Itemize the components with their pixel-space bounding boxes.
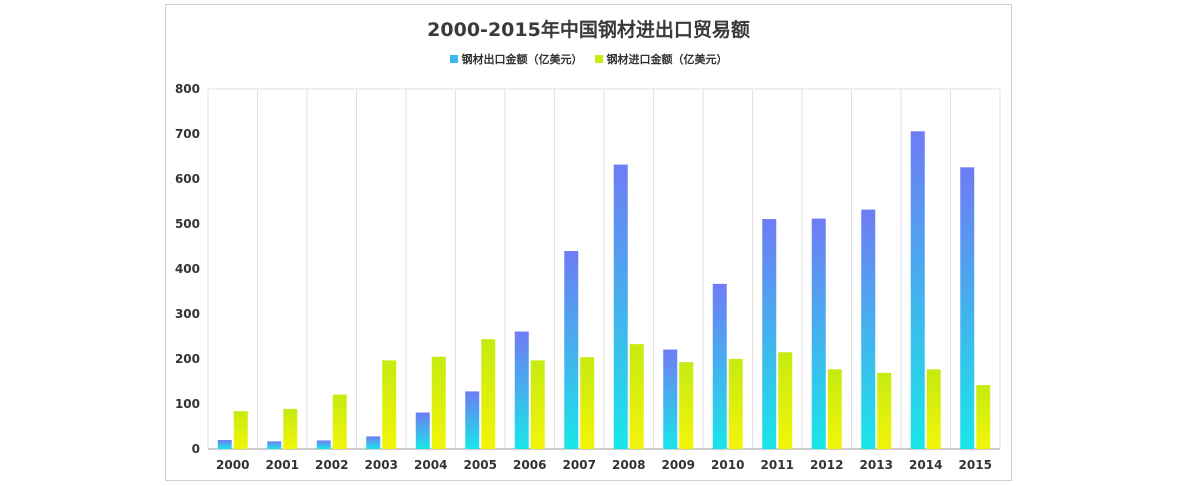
y-tick-label: 300 — [175, 307, 200, 321]
y-tick-label: 800 — [175, 82, 200, 96]
bar-import-2000 — [233, 411, 248, 449]
x-tick-label: 2001 — [266, 458, 299, 472]
bar-import-2013 — [877, 372, 892, 449]
legend-item-export: 钢材出口金额（亿美元） — [449, 51, 583, 67]
bar-export-2014 — [910, 131, 925, 450]
x-tick-label: 2004 — [414, 458, 447, 472]
x-tick-label: 2012 — [810, 458, 843, 472]
y-tick-label: 400 — [175, 262, 200, 276]
bar-import-2002 — [332, 394, 347, 449]
x-tick-label: 2014 — [909, 458, 942, 472]
x-tick-label: 2002 — [315, 458, 348, 472]
bar-import-2004 — [431, 356, 446, 449]
chart-title: 2000-2015年中国钢材进出口贸易额 — [427, 19, 750, 41]
legend: 钢材出口金额（亿美元） 钢材进口金额（亿美元） — [166, 51, 1011, 67]
bar-import-2007 — [580, 357, 595, 449]
legend-label-import: 钢材进口金额（亿美元） — [606, 53, 728, 66]
legend-swatch-import — [594, 55, 603, 63]
bar-import-2005 — [481, 339, 496, 449]
bar-export-2011 — [762, 219, 777, 449]
chart-frame: 2000-2015年中国钢材进出口贸易额 钢材出口金额（亿美元） 钢材进口金额（… — [165, 4, 1012, 481]
bar-import-2009 — [679, 362, 694, 449]
legend-label-export: 钢材出口金额（亿美元） — [461, 53, 583, 66]
bar-import-2015 — [976, 385, 991, 449]
x-tick-label: 2003 — [365, 458, 398, 472]
legend-item-import: 钢材进口金额（亿美元） — [594, 51, 728, 67]
y-tick-label: 500 — [175, 217, 200, 231]
bar-export-2006 — [514, 331, 529, 449]
bar-export-2002 — [316, 440, 331, 449]
bar-import-2011 — [778, 352, 793, 449]
bar-export-2003 — [366, 436, 381, 449]
x-tick-label: 2015 — [959, 458, 992, 472]
x-tick-label: 2007 — [563, 458, 596, 472]
y-tick-label: 100 — [175, 397, 200, 411]
bar-export-2010 — [712, 283, 727, 449]
bar-export-2012 — [811, 218, 826, 449]
y-tick-label: 200 — [175, 352, 200, 366]
bar-export-2013 — [861, 209, 876, 449]
bar-import-2014 — [926, 369, 941, 449]
legend-swatch-export — [449, 55, 458, 63]
bar-export-2005 — [465, 391, 480, 449]
y-tick-label: 700 — [175, 127, 200, 141]
bar-import-2010 — [728, 359, 743, 449]
bar-export-2001 — [267, 441, 282, 449]
x-tick-label: 2013 — [860, 458, 893, 472]
bar-export-2000 — [217, 440, 232, 449]
x-tick-label: 2011 — [761, 458, 794, 472]
bar-import-2003 — [382, 360, 397, 449]
bar-export-2004 — [415, 412, 430, 449]
bar-export-2007 — [564, 251, 579, 449]
bar-import-2008 — [629, 344, 644, 449]
x-tick-label: 2008 — [612, 458, 645, 472]
x-tick-label: 2000 — [216, 458, 249, 472]
y-tick-label: 0 — [192, 442, 200, 456]
bar-import-2012 — [827, 369, 842, 449]
y-tick-label: 600 — [175, 172, 200, 186]
bar-chart-plot: 0 100 200 300 400 500 600 700 800 2000 2001 2002 200… — [175, 82, 1001, 472]
bar-export-2008 — [613, 164, 628, 449]
x-tick-label: 2009 — [662, 458, 695, 472]
x-tick-label: 2005 — [464, 458, 497, 472]
bar-import-2006 — [530, 360, 545, 449]
bar-export-2015 — [960, 167, 975, 450]
x-tick-label: 2006 — [513, 458, 546, 472]
bar-import-2001 — [283, 408, 298, 449]
x-tick-label: 2010 — [711, 458, 744, 472]
bar-export-2009 — [663, 349, 678, 449]
